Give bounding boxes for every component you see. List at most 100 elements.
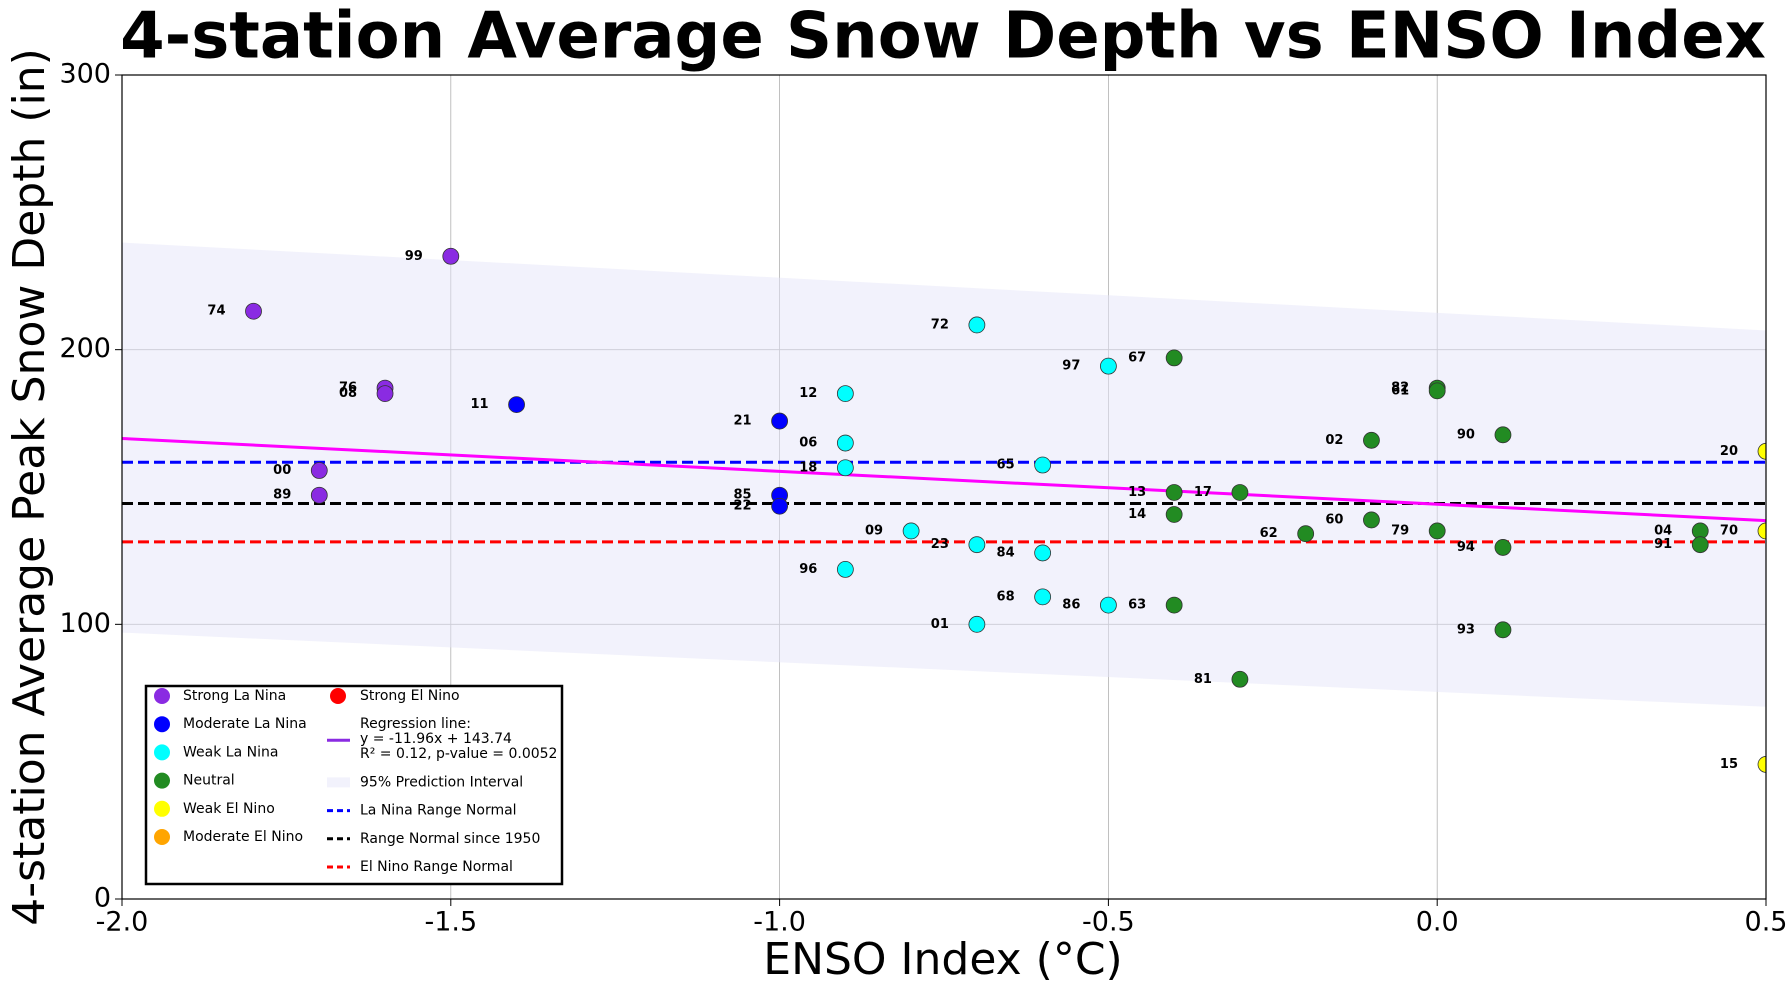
point-label: 91 (1654, 537, 1672, 552)
point (1428, 382, 1446, 400)
y-tick-label: 300 (59, 59, 111, 90)
point-label: 13 (1128, 485, 1146, 500)
point-label: 84 (997, 545, 1015, 560)
legend-label: y = -11.96x + 143.74 (360, 731, 512, 747)
point-label: 99 (405, 249, 423, 264)
regression-line (122, 436, 1766, 523)
point-label: 85 (734, 488, 752, 503)
point-label: 86 (1062, 598, 1080, 613)
point-label: 20 (1720, 444, 1738, 459)
x-tick-label: -1.5 (424, 907, 477, 938)
point (1100, 357, 1117, 375)
point-label: 23 (931, 537, 949, 552)
point (1231, 670, 1249, 688)
point-label: 76 (339, 381, 357, 396)
legend-marker (330, 688, 346, 704)
plot-frame (121, 74, 1767, 900)
legend-label: Moderate La Nina (183, 716, 307, 732)
point (1034, 588, 1052, 606)
legend-label: Weak El Nino (183, 801, 275, 817)
point (1428, 522, 1446, 540)
legend-label: Regression line: (360, 716, 471, 732)
point (1100, 596, 1117, 614)
x-axis-label: ENSO Index (°C) (763, 934, 1122, 985)
plot-area (122, 75, 1766, 899)
y-tick-label: 100 (59, 608, 111, 639)
point (771, 412, 788, 430)
legend-label: Range Normal since 1950 (360, 831, 540, 847)
legend-marker (327, 777, 350, 788)
y-tick-label: 0 (94, 883, 111, 914)
point-label: 08 (339, 386, 357, 401)
y-tick-label: 200 (59, 333, 111, 364)
point-label: 15 (1720, 757, 1738, 772)
point-label: 79 (1391, 523, 1409, 538)
overlay: -2.0 -1.5 -1.0 -0.5 0.0 0.5010020030074997608… (59, 59, 1787, 938)
point (310, 462, 328, 479)
point-label: 11 (470, 397, 488, 412)
point-label: 81 (1194, 672, 1212, 687)
legend-marker (154, 688, 170, 704)
point-label: 65 (997, 458, 1015, 473)
point (1494, 539, 1512, 556)
point (1494, 621, 1512, 639)
x-tick-label: 0.5 (1745, 907, 1788, 938)
point-label: 00 (273, 463, 291, 478)
chart-title: 4-station Average Snow Depth vs ENSO Ind… (120, 0, 1766, 74)
point (310, 486, 328, 504)
point-label: 12 (799, 386, 817, 401)
point-label: 17 (1194, 485, 1212, 500)
legend-label: 95% Prediction Interval (360, 774, 523, 790)
point (1757, 522, 1766, 540)
point (836, 561, 854, 578)
legend-label: Weak La Nina (183, 744, 278, 760)
y-axis-label: 4-station Average Peak Snow Depth (in) (4, 48, 55, 926)
point-label: 09 (865, 523, 883, 538)
point-label: 70 (1720, 523, 1738, 538)
point (1363, 431, 1380, 449)
point (508, 396, 525, 414)
x-tick-label: 0.0 (1416, 907, 1459, 938)
point-label: 60 (1325, 512, 1343, 527)
point-label: 82 (1391, 381, 1409, 396)
legend-label: La Nina Range Normal (360, 803, 517, 819)
point (376, 385, 394, 403)
point (1757, 756, 1766, 773)
point (771, 497, 788, 515)
legend-marker (154, 829, 170, 845)
legend-marker (154, 744, 170, 761)
point (1691, 536, 1709, 554)
point (1165, 596, 1183, 614)
point (1165, 506, 1183, 523)
point-label: 06 (799, 436, 817, 451)
point-label: 18 (799, 460, 817, 475)
point (1231, 484, 1249, 501)
point-label: 62 (1260, 526, 1278, 541)
point-label: 04 (1654, 523, 1672, 538)
point (442, 247, 460, 265)
point-label: 22 (734, 499, 752, 514)
point (1363, 511, 1380, 529)
point (1034, 544, 1052, 562)
legend-label: Strong La Nina (183, 688, 286, 704)
x-tick-label: -2.0 (96, 907, 149, 938)
x-tick-label: -1.0 (753, 907, 806, 938)
point (968, 316, 986, 334)
point-label: 97 (1062, 359, 1080, 374)
legend-marker (154, 716, 170, 733)
point-label: 74 (207, 304, 225, 319)
point-label: 14 (1128, 507, 1146, 522)
point (836, 385, 854, 403)
point (1297, 525, 1315, 543)
legend-label: R² = 0.12, p-value = 0.0052 (360, 746, 557, 762)
legend-marker (154, 772, 170, 789)
point (1757, 442, 1766, 460)
point-label: 90 (1457, 427, 1475, 442)
point (1165, 349, 1183, 367)
point-label: 94 (1457, 540, 1475, 555)
point-label: 01 (931, 617, 949, 632)
legend-label: Strong El Nino (360, 688, 460, 704)
legend-box (144, 684, 564, 886)
